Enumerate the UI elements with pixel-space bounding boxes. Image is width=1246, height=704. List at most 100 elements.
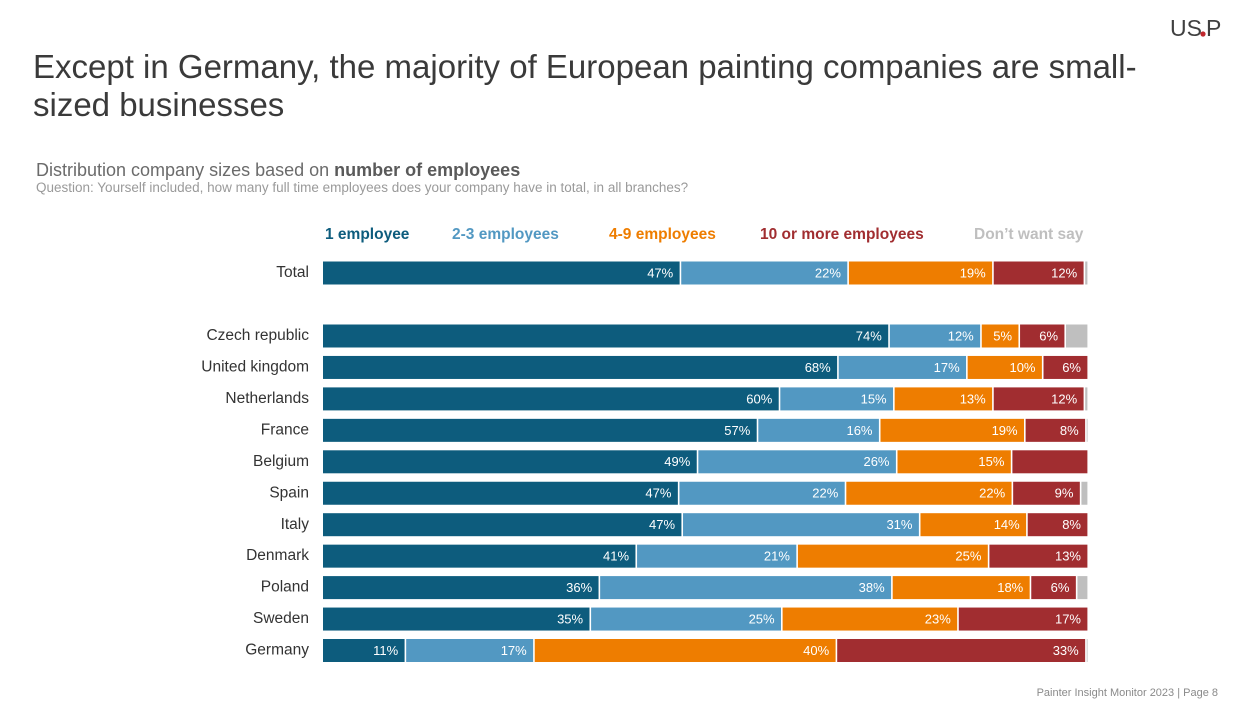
data-label: 47% <box>649 517 675 532</box>
data-label: 25% <box>749 611 775 626</box>
data-label: 11% <box>373 643 398 658</box>
bar-segment <box>323 544 636 568</box>
bar-segment <box>1012 450 1088 474</box>
data-label: 10% <box>1009 360 1035 375</box>
bar-segment <box>1043 355 1088 379</box>
bar-segment <box>683 513 919 537</box>
bar-segment <box>323 387 779 411</box>
category-label: Germany <box>245 642 309 659</box>
bar-segment <box>837 639 1086 662</box>
bar-segment <box>838 355 967 379</box>
legend-item: 4-9 employees <box>609 226 716 243</box>
data-label: 17% <box>934 360 960 375</box>
bar-segment <box>1086 418 1088 442</box>
bar-segment <box>323 481 678 505</box>
logo-text-left: US <box>1170 15 1202 40</box>
bar-segment <box>780 387 894 411</box>
bar-segment <box>981 324 1019 348</box>
bar-segment <box>323 261 680 285</box>
bar-segment <box>323 450 697 474</box>
data-label: 8% <box>1062 517 1081 532</box>
data-label: 35% <box>557 611 583 626</box>
bar-segment <box>681 261 848 285</box>
data-label: 6% <box>1051 580 1070 595</box>
data-label: 36% <box>566 580 592 595</box>
bar-segment <box>892 576 1030 600</box>
data-label: 17% <box>501 643 527 658</box>
data-label: 33% <box>1053 643 1079 658</box>
bar-segment <box>1013 481 1080 505</box>
data-label: 19% <box>960 265 986 280</box>
data-label: 9% <box>1055 486 1074 501</box>
data-label: 22% <box>979 486 1005 501</box>
legend-item: 1 employee <box>325 226 410 243</box>
bar-segment <box>679 481 845 505</box>
bar-segment <box>993 261 1084 285</box>
data-label: 74% <box>856 328 882 343</box>
bar-segment <box>889 324 981 348</box>
bar-segment <box>989 544 1088 568</box>
bar-segment <box>1085 261 1088 285</box>
legend-item: 10 or more employees <box>760 226 924 243</box>
survey-question: Question: Yourself included, how many fu… <box>36 180 689 195</box>
bar-segment <box>848 261 993 285</box>
data-label: 22% <box>812 486 838 501</box>
data-label: 38% <box>859 580 885 595</box>
bar-segment <box>1085 387 1088 411</box>
data-label: 12% <box>1051 265 1077 280</box>
bar-segment <box>894 387 993 411</box>
category-label: Spain <box>269 484 309 501</box>
bar-segment <box>637 544 797 568</box>
data-label: 14% <box>994 517 1020 532</box>
data-label: 25% <box>955 549 981 564</box>
category-label: Poland <box>261 579 309 596</box>
bar-segment <box>880 418 1025 442</box>
data-label: 13% <box>960 391 986 406</box>
category-label: Czech republic <box>206 327 309 344</box>
subtitle-bold: number of employees <box>334 160 521 180</box>
bar-segment <box>600 576 892 600</box>
bar-segment <box>920 513 1027 537</box>
bar-segment <box>1025 418 1086 442</box>
data-label: 12% <box>948 328 974 343</box>
bar-segment <box>1077 576 1088 600</box>
subtitle-prefix: Distribution company sizes based on <box>36 160 335 180</box>
category-label: Italy <box>281 516 310 533</box>
legend-item: Don’t want say <box>974 226 1084 243</box>
bar-segment <box>323 513 682 537</box>
data-label: 57% <box>724 423 750 438</box>
bar-segment <box>1027 513 1088 537</box>
category-label: Denmark <box>246 547 309 564</box>
data-label: 19% <box>992 423 1018 438</box>
data-label: 23% <box>925 611 951 626</box>
bar-segment <box>958 607 1088 631</box>
bar-segment <box>1066 324 1088 348</box>
data-label: 60% <box>746 391 772 406</box>
data-label: 47% <box>647 265 673 280</box>
bar-segment <box>698 450 896 474</box>
bar-segment <box>846 481 1012 505</box>
bar-segment <box>993 387 1084 411</box>
bar-segment <box>323 418 757 442</box>
data-label: 68% <box>805 360 831 375</box>
bar-segment <box>1031 576 1076 600</box>
data-label: 6% <box>1062 360 1081 375</box>
data-label: 22% <box>815 265 841 280</box>
data-label: 8% <box>1060 423 1079 438</box>
data-label: 15% <box>978 454 1004 469</box>
bar-segment <box>323 576 599 600</box>
data-label: 15% <box>861 391 887 406</box>
bar-segment <box>1086 639 1088 662</box>
data-label: 16% <box>846 423 872 438</box>
data-label: 31% <box>886 517 912 532</box>
category-label: Netherlands <box>225 390 309 407</box>
data-label: 5% <box>993 328 1012 343</box>
chart-subtitle: Distribution company sizes based on numb… <box>36 160 520 181</box>
data-label: 17% <box>1055 611 1081 626</box>
bar-segment <box>897 450 1011 474</box>
bar-segment <box>323 607 590 631</box>
data-label: 41% <box>603 549 629 564</box>
page-footer: Painter Insight Monitor 2023 | Page 8 <box>1036 687 1218 699</box>
bar-segment <box>323 355 838 379</box>
bar-segment <box>967 355 1042 379</box>
